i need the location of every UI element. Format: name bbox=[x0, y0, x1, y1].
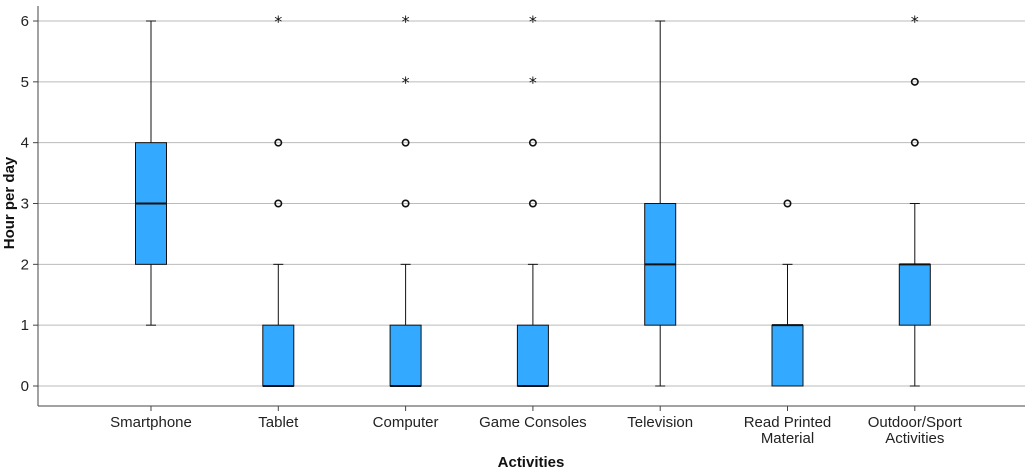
y-tick-label: 1 bbox=[21, 317, 29, 334]
category-label: Tablet bbox=[258, 414, 299, 431]
extreme-point: * bbox=[274, 12, 282, 31]
box-group: * bbox=[898, 12, 931, 387]
category-label: Television bbox=[627, 414, 693, 431]
y-tick-label: 5 bbox=[21, 74, 29, 91]
axes bbox=[37, 6, 1025, 407]
y-tick-label: 3 bbox=[21, 196, 29, 213]
boxes: ***** * bbox=[135, 12, 931, 387]
outlier-point bbox=[401, 138, 410, 147]
x-axis-title: Activities bbox=[498, 454, 565, 469]
extreme-point: * bbox=[402, 12, 410, 31]
y-tick-label: 4 bbox=[21, 135, 29, 152]
outlier-point bbox=[528, 138, 537, 147]
iqr-box bbox=[389, 324, 422, 387]
extreme-point: * bbox=[402, 73, 410, 92]
outlier-point bbox=[274, 199, 283, 208]
box-group: ** bbox=[389, 12, 422, 387]
iqr-box bbox=[898, 263, 931, 326]
y-axis-title: Hour per day bbox=[1, 156, 18, 249]
y-tick-label: 2 bbox=[21, 256, 29, 273]
outlier-point bbox=[401, 199, 410, 208]
box-group: ** bbox=[516, 12, 549, 387]
y-tick-labels: 0 1 2 3 4 5 6 bbox=[21, 13, 38, 395]
iqr-box bbox=[262, 324, 295, 387]
category-label: Outdoor/Sport Activities bbox=[868, 414, 963, 447]
category-label: Computer bbox=[373, 414, 439, 431]
category-label: Read Printed Material bbox=[744, 414, 832, 447]
y-tick-label: 6 bbox=[21, 13, 29, 30]
y-tick-label: 0 bbox=[21, 378, 29, 395]
outlier-point bbox=[528, 199, 537, 208]
outlier-point bbox=[910, 138, 919, 147]
box-group bbox=[135, 20, 167, 326]
extreme-point: * bbox=[529, 73, 537, 92]
iqr-box bbox=[516, 324, 549, 387]
category-labels: Smartphone Tablet Computer Game Consoles Tel… bbox=[110, 406, 963, 447]
box-group: * bbox=[262, 12, 295, 387]
extreme-point: * bbox=[911, 12, 919, 31]
category-label: Smartphone bbox=[110, 414, 192, 431]
outlier-point bbox=[783, 199, 792, 208]
outlier-point bbox=[910, 77, 919, 86]
outlier-point bbox=[274, 138, 283, 147]
box-group bbox=[644, 20, 677, 387]
iqr-box bbox=[771, 324, 804, 387]
box-group bbox=[771, 199, 804, 387]
extreme-point: * bbox=[529, 12, 537, 31]
category-label: Game Consoles bbox=[479, 414, 587, 431]
